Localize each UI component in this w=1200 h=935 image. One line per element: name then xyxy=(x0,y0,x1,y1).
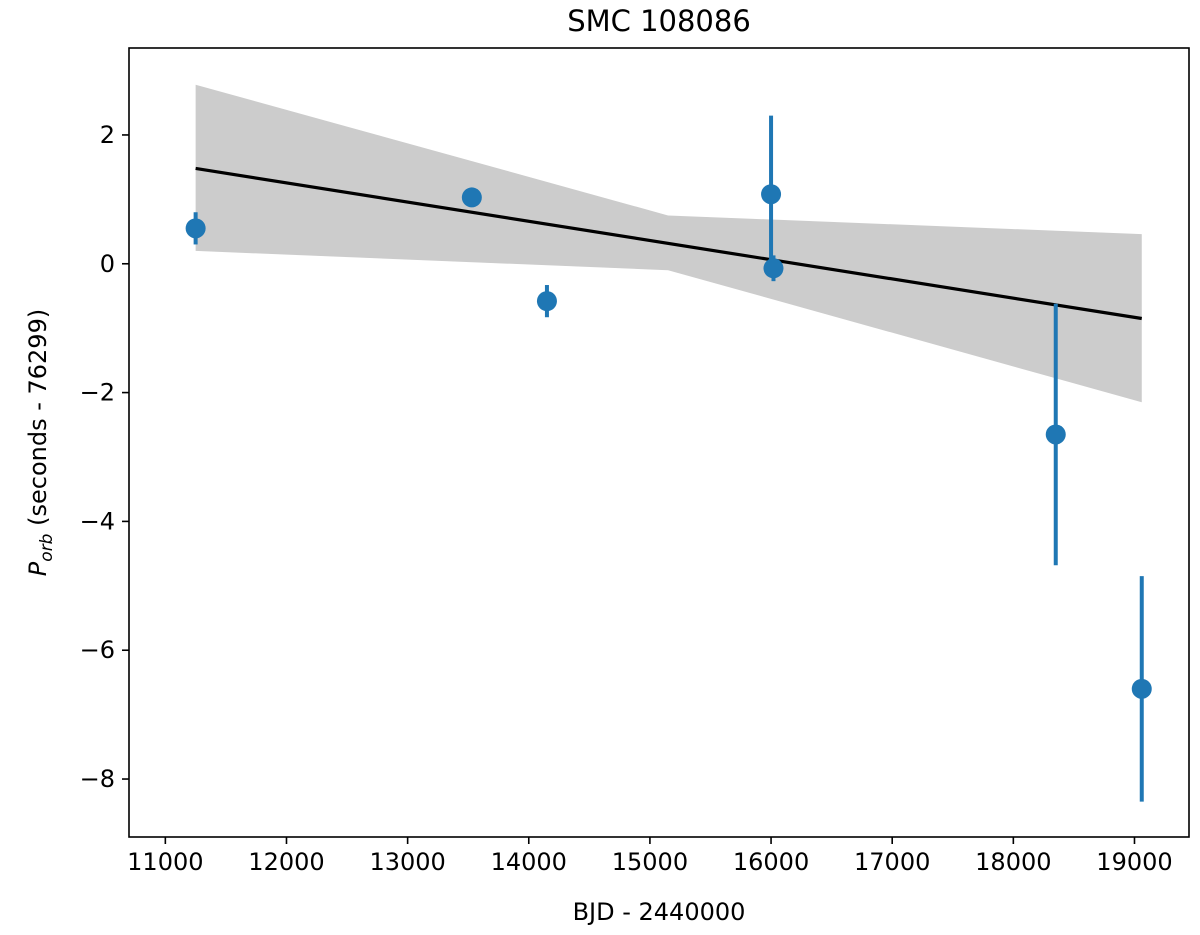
data-points-layer xyxy=(185,115,1152,802)
fit-line xyxy=(195,166,1143,321)
y-tick-label: −6 xyxy=(80,636,115,664)
data-point xyxy=(461,187,482,208)
x-tick-label: 14000 xyxy=(491,848,567,876)
plot-frame xyxy=(128,47,1190,838)
x-tick-label: 17000 xyxy=(854,848,930,876)
x-axis-ticks: 11000 12000 13000 14000 15000 16000 17000 18000… xyxy=(127,837,1173,876)
x-axis-label: BJD - 2440000 xyxy=(573,898,746,926)
x-tick-label: 19000 xyxy=(1096,848,1172,876)
data-point xyxy=(536,291,557,312)
y-tick-label: −8 xyxy=(80,765,115,793)
x-tick-label: 11000 xyxy=(127,848,203,876)
fit-line-layer xyxy=(195,166,1143,321)
data-point xyxy=(1045,424,1066,445)
y-axis-label-main: P xyxy=(24,561,52,576)
x-tick-label: 12000 xyxy=(248,848,324,876)
data-point xyxy=(185,218,206,239)
y-tick-label: −2 xyxy=(80,379,115,407)
x-tick-label: 16000 xyxy=(733,848,809,876)
data-point xyxy=(1131,678,1152,699)
y-axis-ticks: −8 −6 −4 −2 0 2 xyxy=(80,121,129,793)
y-tick-label: 0 xyxy=(100,250,115,278)
y-tick-label: −4 xyxy=(80,507,115,535)
chart-title: SMC 108086 xyxy=(567,4,751,38)
data-point xyxy=(763,258,784,279)
y-tick-label: 2 xyxy=(100,121,115,149)
y-axis-label-sub: orb xyxy=(37,534,57,562)
x-tick-label: 18000 xyxy=(975,848,1051,876)
y-axis-label: Porb (seconds - 76299) xyxy=(24,309,57,576)
x-tick-label: 13000 xyxy=(369,848,445,876)
data-point xyxy=(761,184,782,205)
y-axis-label-rest: (seconds - 76299) xyxy=(24,309,52,534)
x-tick-label: 15000 xyxy=(612,848,688,876)
